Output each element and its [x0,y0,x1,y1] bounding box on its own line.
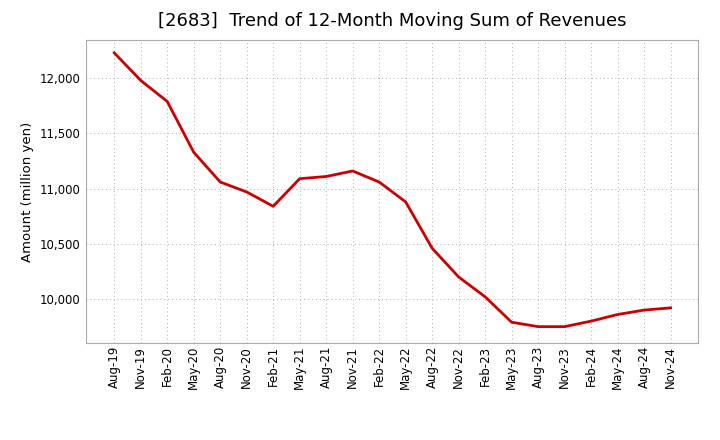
Title: [2683]  Trend of 12-Month Moving Sum of Revenues: [2683] Trend of 12-Month Moving Sum of R… [158,12,626,30]
Y-axis label: Amount (million yen): Amount (million yen) [22,121,35,261]
